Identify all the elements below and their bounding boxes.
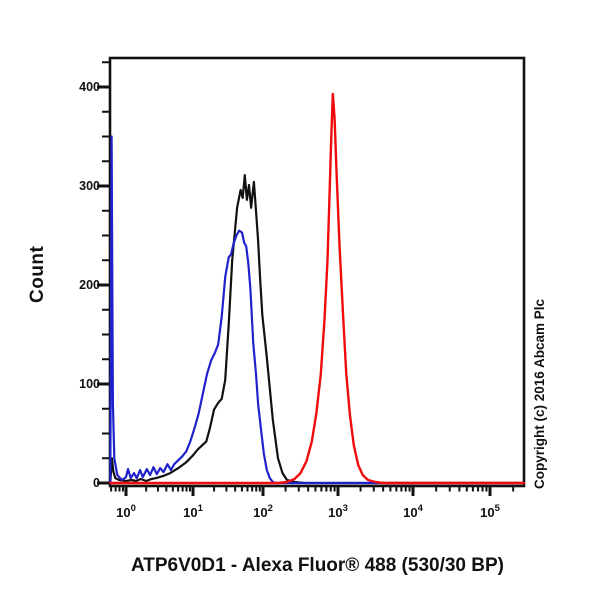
x-tick-base: 10: [116, 505, 131, 520]
x-tick-base: 10: [328, 505, 343, 520]
y-tick-label: 300: [79, 179, 100, 193]
y-tick-label: 0: [93, 476, 100, 490]
series-unlabelled-control-black: [109, 174, 526, 485]
y-axis-title: Count: [27, 245, 48, 303]
x-tick-exponent: 5: [494, 503, 500, 514]
y-tick-label: 400: [79, 80, 100, 94]
x-tick-label: 100: [102, 501, 150, 520]
x-tick-exponent: 2: [267, 503, 273, 514]
x-tick-exponent: 4: [417, 503, 423, 514]
y-tick-label: 200: [79, 278, 100, 292]
x-tick-base: 10: [480, 505, 495, 520]
copyright-watermark: Copyright (c) 2016 Abcam Plc: [532, 298, 547, 489]
x-tick-base: 10: [403, 505, 418, 520]
x-tick-label: 102: [239, 501, 287, 520]
x-tick-base: 10: [183, 505, 198, 520]
x-tick-exponent: 3: [342, 503, 348, 514]
x-tick-exponent: 1: [197, 503, 203, 514]
x-tick-exponent: 0: [130, 503, 136, 514]
plot-frame: [108, 56, 526, 488]
x-tick-label: 104: [389, 501, 437, 520]
series-isotype-control-blue: [109, 135, 526, 485]
x-tick-label: 103: [314, 501, 362, 520]
x-tick-base: 10: [253, 505, 268, 520]
series-atp6v0d1-stained-red: [109, 92, 526, 485]
chart-title: ATP6V0D1 - Alexa Fluor® 488 (530/30 BP): [130, 555, 505, 576]
x-tick-label: 101: [169, 501, 217, 520]
x-tick-label: 105: [466, 501, 514, 520]
y-tick-label: 100: [79, 377, 100, 391]
